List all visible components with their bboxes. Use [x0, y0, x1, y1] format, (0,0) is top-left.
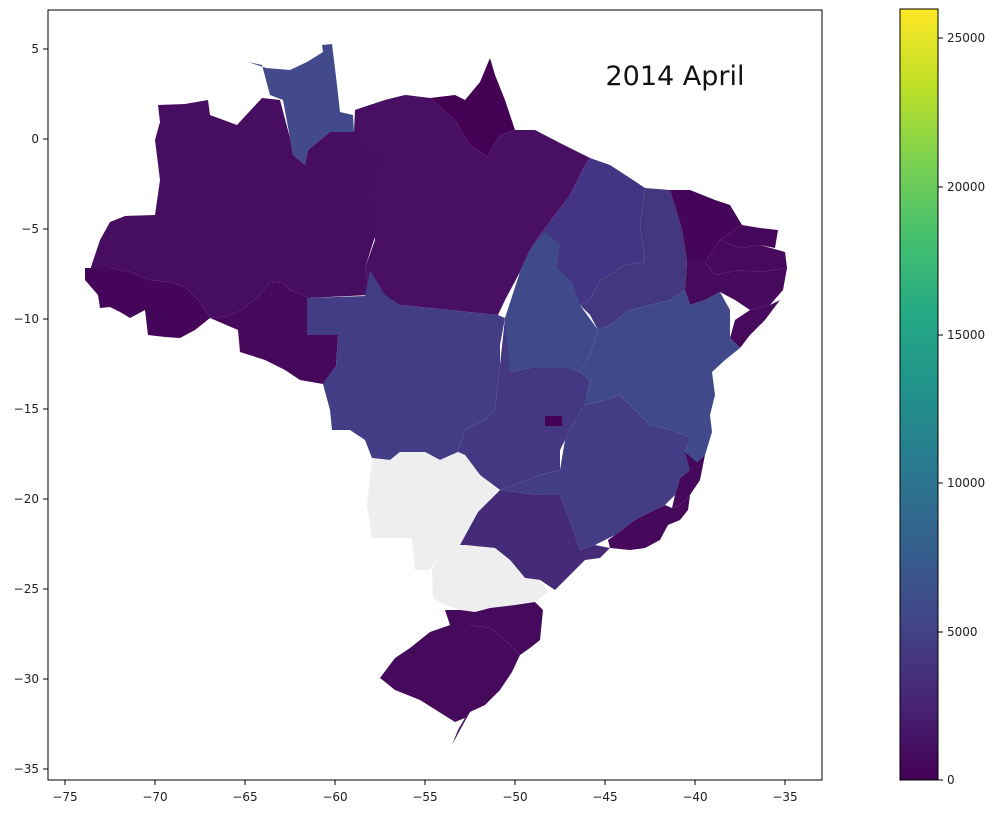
colorbar-tick-label: 15000 [947, 328, 985, 342]
region-rio-de-janeiro[interactable] [608, 495, 690, 550]
y-tick-label: −25 [14, 582, 39, 596]
region-mato-grosso[interactable] [307, 270, 505, 460]
colorbar-tick-label: 10000 [947, 476, 985, 490]
x-tick-label: −55 [412, 790, 437, 804]
region-bahia[interactable] [580, 290, 740, 462]
y-tick-label: 5 [31, 42, 39, 56]
region-rio-grande-do-sul[interactable] [380, 625, 520, 745]
region-alagoas[interactable] [730, 300, 780, 348]
region-pernambuco[interactable] [685, 262, 787, 310]
region-roraima[interactable] [248, 44, 354, 165]
map-title: 2014 April [605, 61, 744, 92]
y-tick-label: −35 [14, 762, 39, 776]
y-tick-label: −5 [21, 222, 39, 236]
region-santa-catarina[interactable] [445, 602, 543, 655]
x-tick-label: −45 [592, 790, 617, 804]
x-tick-label: −40 [682, 790, 707, 804]
colorbar [899, 8, 939, 781]
x-tick-label: −60 [322, 790, 347, 804]
region-amapa[interactable] [430, 58, 515, 157]
region-ceara[interactable] [670, 190, 742, 262]
region-piaui[interactable] [580, 188, 687, 330]
y-tick-label: −15 [14, 402, 39, 416]
region-rio-grande-do-norte[interactable] [720, 205, 778, 248]
region-amazonas[interactable] [90, 95, 412, 318]
region-rondonia[interactable] [210, 282, 338, 384]
colorbar-tick-label: 5000 [947, 625, 978, 639]
x-tick-label: −65 [232, 790, 257, 804]
region-goias[interactable] [458, 318, 590, 490]
x-tick-label: −75 [52, 790, 77, 804]
region-tocantins[interactable] [505, 232, 598, 372]
x-tick-label: −50 [502, 790, 527, 804]
colorbar-tick-label: 20000 [947, 180, 985, 194]
region-mato-grosso-do-sul[interactable] [367, 452, 498, 570]
region-distrito-federal[interactable] [545, 416, 562, 426]
region-para[interactable] [355, 95, 590, 315]
y-tick-label: −20 [14, 492, 39, 506]
region-espirito-santo[interactable] [672, 452, 705, 508]
region-parana[interactable] [432, 545, 548, 612]
y-tick-label: −10 [14, 312, 39, 326]
region-sao-paulo[interactable] [460, 490, 610, 590]
y-tick-label: −30 [14, 672, 39, 686]
x-tick-label: −70 [142, 790, 167, 804]
region-acre[interactable] [85, 268, 210, 338]
region-maranhao[interactable] [530, 158, 645, 305]
colorbar-tick-label: 0 [947, 773, 955, 787]
colorbar-tick-label: 25000 [947, 31, 985, 45]
y-tick-label: 0 [31, 132, 39, 146]
region-paraiba[interactable] [705, 240, 787, 275]
x-tick-label: −35 [772, 790, 797, 804]
region-minas-gerais[interactable] [500, 395, 697, 550]
